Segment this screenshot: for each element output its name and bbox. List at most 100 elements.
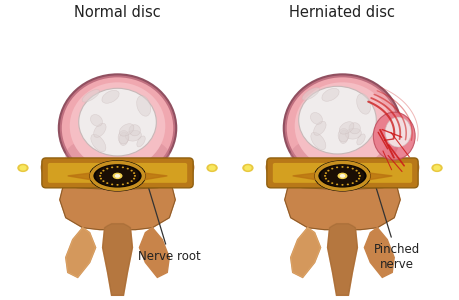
Ellipse shape — [310, 132, 325, 150]
Ellipse shape — [348, 123, 359, 134]
Ellipse shape — [339, 174, 344, 178]
Ellipse shape — [106, 168, 108, 169]
Ellipse shape — [90, 134, 106, 152]
Ellipse shape — [90, 115, 102, 126]
Text: Herniated disc: Herniated disc — [289, 5, 395, 20]
Text: Nerve root: Nerve root — [138, 187, 200, 262]
Polygon shape — [266, 160, 309, 178]
Ellipse shape — [326, 170, 329, 172]
Ellipse shape — [358, 175, 360, 177]
Ellipse shape — [356, 134, 364, 145]
Polygon shape — [290, 228, 320, 278]
Ellipse shape — [209, 166, 215, 170]
Ellipse shape — [346, 167, 348, 168]
Ellipse shape — [112, 172, 122, 179]
Ellipse shape — [136, 96, 151, 116]
Ellipse shape — [99, 175, 101, 177]
Ellipse shape — [330, 168, 333, 169]
Polygon shape — [368, 173, 392, 180]
Ellipse shape — [102, 90, 119, 103]
FancyBboxPatch shape — [266, 158, 417, 188]
Ellipse shape — [102, 170, 104, 172]
Polygon shape — [102, 224, 132, 295]
Ellipse shape — [59, 74, 176, 182]
Polygon shape — [66, 228, 95, 278]
Ellipse shape — [310, 112, 322, 124]
Ellipse shape — [111, 167, 113, 168]
Ellipse shape — [119, 132, 128, 146]
Polygon shape — [48, 162, 187, 190]
Polygon shape — [66, 228, 95, 278]
Polygon shape — [143, 173, 167, 180]
Polygon shape — [327, 224, 357, 295]
Ellipse shape — [115, 174, 120, 178]
Polygon shape — [287, 166, 397, 172]
Ellipse shape — [313, 121, 325, 135]
Ellipse shape — [116, 166, 118, 168]
Ellipse shape — [355, 170, 357, 172]
Ellipse shape — [102, 180, 104, 182]
Ellipse shape — [134, 175, 136, 177]
Ellipse shape — [78, 88, 156, 156]
Text: Pinched
nerve: Pinched nerve — [373, 184, 420, 271]
Polygon shape — [67, 173, 91, 180]
Ellipse shape — [335, 167, 337, 168]
Ellipse shape — [330, 182, 333, 184]
Ellipse shape — [290, 134, 394, 178]
Polygon shape — [284, 186, 399, 230]
Ellipse shape — [119, 124, 134, 136]
Ellipse shape — [95, 165, 139, 187]
Ellipse shape — [125, 130, 141, 141]
Ellipse shape — [338, 130, 347, 143]
Ellipse shape — [286, 77, 397, 179]
Ellipse shape — [70, 82, 165, 170]
Ellipse shape — [118, 130, 129, 144]
Ellipse shape — [129, 125, 140, 136]
Ellipse shape — [100, 172, 102, 174]
Ellipse shape — [351, 182, 353, 184]
FancyBboxPatch shape — [42, 158, 193, 188]
Ellipse shape — [62, 77, 173, 179]
Polygon shape — [62, 166, 172, 172]
Ellipse shape — [356, 94, 370, 114]
Ellipse shape — [335, 184, 337, 185]
Ellipse shape — [242, 164, 252, 171]
Ellipse shape — [20, 166, 26, 170]
Ellipse shape — [18, 164, 28, 171]
Ellipse shape — [130, 180, 133, 182]
Ellipse shape — [337, 128, 348, 142]
Ellipse shape — [283, 74, 400, 182]
Ellipse shape — [130, 170, 133, 172]
Ellipse shape — [324, 172, 326, 174]
Ellipse shape — [126, 168, 129, 169]
Ellipse shape — [100, 178, 102, 179]
Polygon shape — [364, 228, 393, 278]
Polygon shape — [290, 228, 320, 278]
Ellipse shape — [207, 164, 217, 171]
Ellipse shape — [244, 166, 250, 170]
Ellipse shape — [133, 178, 135, 179]
Ellipse shape — [357, 172, 359, 174]
Polygon shape — [272, 162, 411, 190]
Ellipse shape — [341, 184, 343, 186]
Ellipse shape — [355, 180, 357, 182]
Polygon shape — [150, 160, 193, 178]
Ellipse shape — [111, 184, 113, 185]
Ellipse shape — [337, 172, 347, 179]
Text: Normal disc: Normal disc — [74, 5, 161, 20]
FancyBboxPatch shape — [48, 163, 187, 183]
Ellipse shape — [338, 122, 353, 134]
Ellipse shape — [433, 166, 439, 170]
Polygon shape — [375, 160, 418, 178]
Polygon shape — [139, 228, 169, 278]
Ellipse shape — [326, 180, 329, 182]
Ellipse shape — [136, 136, 145, 147]
Ellipse shape — [298, 86, 375, 154]
FancyBboxPatch shape — [272, 163, 411, 183]
Ellipse shape — [431, 164, 441, 171]
Ellipse shape — [106, 182, 108, 184]
Ellipse shape — [357, 178, 359, 179]
Ellipse shape — [302, 88, 319, 100]
Ellipse shape — [65, 134, 169, 178]
Ellipse shape — [94, 123, 106, 137]
